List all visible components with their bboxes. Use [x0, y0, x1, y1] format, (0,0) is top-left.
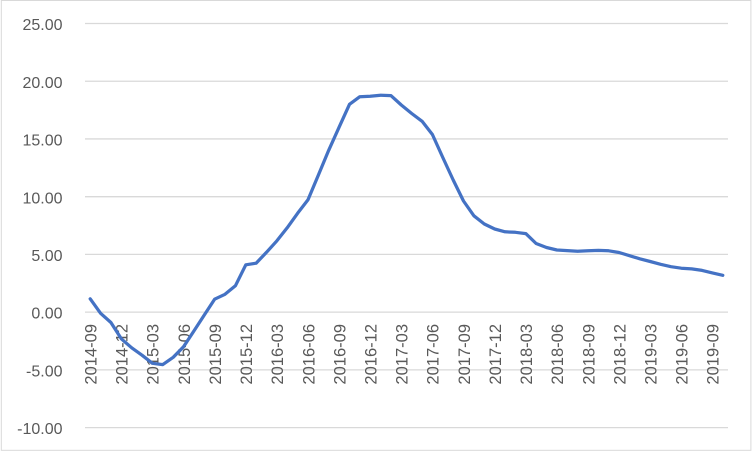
svg-text:0.00: 0.00 [31, 306, 62, 323]
svg-text:2015-12: 2015-12 [238, 324, 256, 385]
svg-text:2016-12: 2016-12 [363, 324, 381, 385]
svg-text:2017-03: 2017-03 [394, 324, 412, 385]
svg-text:2014-09: 2014-09 [83, 324, 101, 385]
svg-text:2019-06: 2019-06 [674, 324, 692, 385]
svg-text:2016-09: 2016-09 [331, 324, 349, 385]
svg-text:2017-06: 2017-06 [425, 324, 443, 385]
svg-text:2016-03: 2016-03 [269, 324, 287, 385]
svg-text:2018-12: 2018-12 [611, 324, 629, 385]
svg-text:2019-03: 2019-03 [643, 324, 661, 385]
svg-text:20.00: 20.00 [22, 75, 62, 92]
svg-text:5.00: 5.00 [31, 248, 62, 265]
svg-text:2018-06: 2018-06 [549, 324, 567, 385]
svg-text:-5.00: -5.00 [26, 364, 63, 381]
svg-text:10.00: 10.00 [22, 190, 62, 207]
svg-text:2018-03: 2018-03 [518, 324, 536, 385]
svg-text:2014-12: 2014-12 [114, 324, 132, 385]
svg-text:2016-06: 2016-06 [300, 324, 318, 385]
svg-text:-10.00: -10.00 [17, 421, 62, 438]
svg-text:15.00: 15.00 [22, 133, 62, 150]
svg-text:2017-12: 2017-12 [487, 324, 505, 385]
svg-text:2019-09: 2019-09 [705, 324, 723, 385]
svg-text:2017-09: 2017-09 [456, 324, 474, 385]
svg-text:2015-09: 2015-09 [207, 324, 225, 385]
svg-text:25.00: 25.00 [22, 17, 62, 34]
svg-text:2018-09: 2018-09 [580, 324, 598, 385]
svg-text:2015-03: 2015-03 [145, 324, 163, 385]
